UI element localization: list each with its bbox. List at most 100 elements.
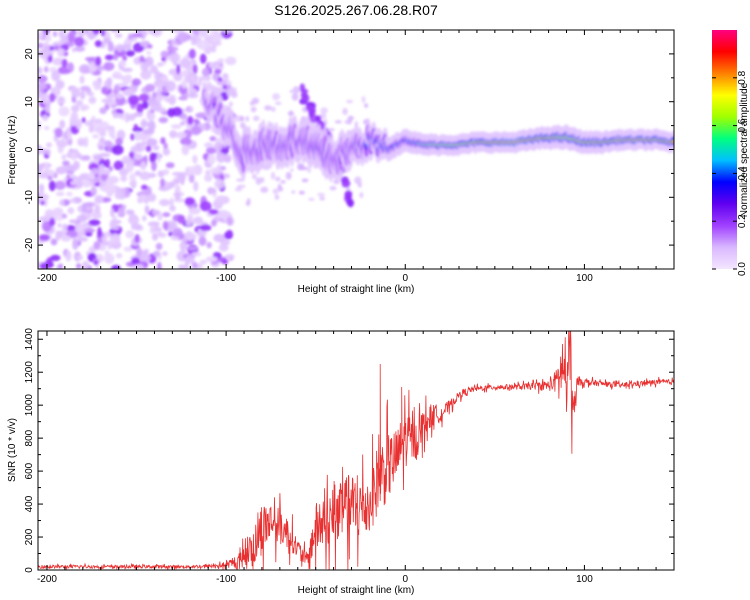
spectrogram-cell	[61, 223, 68, 231]
spectrogram-cell	[238, 184, 246, 188]
spectrogram-cell	[140, 69, 152, 80]
spectrogram-cell	[198, 236, 207, 246]
spectrogram-cell	[187, 166, 198, 176]
spectrogram-cell	[83, 30, 90, 34]
spectrogram-cell	[100, 30, 106, 37]
spectrogram-cell	[48, 92, 56, 103]
spectrogram-cell	[199, 224, 212, 232]
spectrogram-cell	[226, 216, 233, 226]
spectrogram-cell	[112, 110, 117, 119]
spectrogram-cell	[274, 194, 279, 199]
spectrogram-cell	[76, 214, 87, 223]
spectrogram-cell	[38, 183, 45, 193]
spectrogram-cell	[99, 107, 107, 115]
spectrogram-cell	[187, 115, 194, 125]
spectrogram-cell	[51, 70, 61, 82]
spectrogram-cell	[140, 184, 148, 190]
spectrogram-cell	[42, 42, 51, 52]
spectrogram-cell	[160, 137, 166, 145]
spectrogram-cell	[40, 200, 46, 206]
spectrogram-cell	[74, 179, 84, 189]
colorbar-tick-label: 0.8	[737, 70, 748, 84]
spectrogram-cell	[94, 196, 101, 204]
snr-x-tick-label: 100	[576, 574, 593, 585]
spectrogram-cell	[199, 259, 208, 265]
spectrogram-cell	[83, 136, 89, 148]
spectrogram-cell	[291, 190, 296, 194]
spectrogram-cell	[297, 163, 305, 171]
spectrogram-cell	[127, 94, 140, 106]
spectrogram-y-tick-label: 20	[24, 48, 35, 60]
spectrogram-cell	[76, 255, 84, 260]
spectrogram-cell	[163, 142, 168, 151]
spectrogram-cell	[95, 56, 102, 67]
spectrogram-cell	[78, 236, 88, 242]
spectrogram-cell	[255, 177, 262, 185]
spectrogram-cell	[60, 235, 72, 242]
spectrogram-cell	[106, 146, 114, 152]
spectrogram-cell	[107, 41, 114, 52]
spectrogram-cell	[149, 101, 162, 111]
spectrogram-y-tick-label: 0	[24, 146, 35, 152]
spectrogram-cell	[94, 127, 105, 134]
spectrogram-cell	[106, 175, 119, 184]
spectrogram-cell	[129, 180, 137, 187]
spectrogram-cell	[122, 55, 127, 62]
spectrogram-cell	[56, 139, 68, 148]
spectrogram-cell	[52, 30, 58, 37]
spectrogram-cell	[234, 114, 241, 122]
spectrogram-cell	[213, 233, 226, 243]
spectrogram-cell	[71, 152, 77, 161]
spectrogram-cell	[185, 78, 192, 83]
spectrogram-cell	[146, 50, 152, 56]
spectrogram-cell	[52, 57, 65, 66]
snr-x-label: Height of straight line (km)	[298, 585, 415, 596]
colorbar-bar	[712, 30, 737, 269]
spectrogram-cell	[139, 40, 149, 47]
spectrogram-cell	[159, 198, 170, 207]
spectrogram-cell	[116, 252, 123, 259]
spectrogram-cell	[214, 179, 226, 189]
spectrogram-cell	[44, 33, 52, 43]
spectrogram-cell	[195, 35, 201, 44]
spectrogram-cell	[165, 80, 176, 92]
spectrogram-cell	[110, 92, 116, 98]
spectrogram-cell	[83, 228, 96, 233]
spectrogram-cell	[204, 142, 214, 148]
spectrogram-cell	[671, 140, 674, 144]
spectrogram-cell	[117, 82, 127, 88]
spectrogram-cell	[62, 160, 70, 166]
spectrogram-cell	[111, 264, 121, 269]
spectrogram-cell	[221, 259, 229, 265]
spectrogram-cell	[61, 154, 67, 161]
spectrogram-cell	[334, 120, 343, 124]
spectrogram-cell	[157, 170, 165, 178]
spectrogram-cell	[154, 70, 161, 76]
spectrogram-image	[38, 30, 674, 269]
spectrogram-cell	[72, 160, 80, 171]
spectrogram-cell	[60, 165, 68, 172]
snr-y-tick-label: 0	[24, 567, 35, 573]
snr-y-tick-label: 1200	[24, 361, 35, 384]
spectrogram-cell	[104, 31, 111, 39]
spectrogram-cell	[319, 196, 326, 201]
spectrogram-cell	[108, 166, 113, 172]
spectrogram-cell	[147, 30, 159, 36]
spectrogram-cell	[111, 103, 117, 109]
spectrogram-cell	[149, 152, 156, 164]
spectrogram-cell	[162, 220, 169, 230]
spectrogram-cell	[136, 246, 142, 258]
snr-x-ticks: -200 -100 0 100	[37, 331, 675, 585]
spectrogram-cell	[76, 137, 86, 147]
spectrogram-cell	[140, 161, 147, 171]
spectrogram-cell	[84, 202, 96, 207]
spectrogram-cell	[162, 212, 171, 218]
spectrogram-cell	[196, 230, 206, 238]
snr-y-tick-label: 1000	[24, 394, 35, 417]
spectrogram-cell	[100, 174, 109, 180]
spectrogram-cell	[217, 77, 223, 82]
spectrogram-cell	[164, 97, 175, 103]
spectrogram-cell	[138, 193, 149, 203]
spectrogram-cell	[46, 148, 51, 156]
